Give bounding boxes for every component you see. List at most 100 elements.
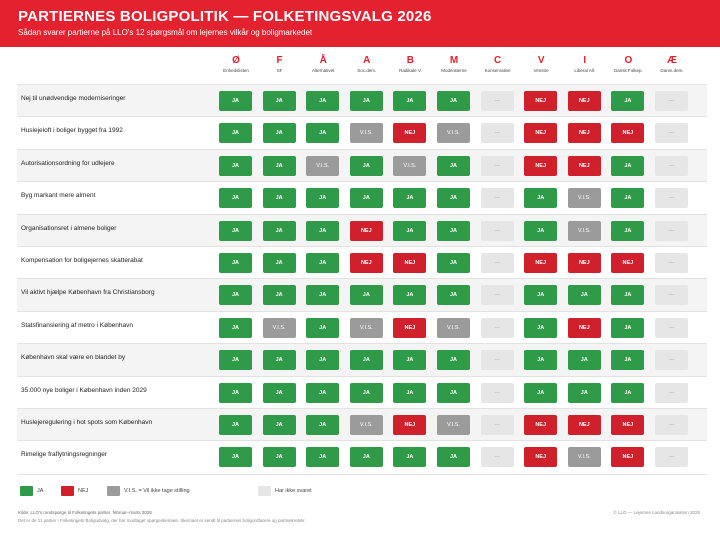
party-header-5: M Moderaterne [432,55,476,73]
answer-cell-ja: JA [306,447,340,468]
answer-cell-ja: JA [349,350,383,371]
answer-cell-ja: JA [611,91,645,111]
answer-cell-vis: V.I.S. [567,447,601,468]
answer-cell-vis: V.I.S. [306,155,340,176]
party-letter: V [537,55,545,66]
answer-cell-ja: JA [393,382,427,403]
table-row: Vil aktivt hjælpe København fra Christia… [17,278,707,312]
answer-cell-ja: JA [611,155,645,176]
answer-cell-nej: NEJ [611,447,645,468]
answer-cell-vis: V.I.S. [262,317,296,338]
answer-cell-nej: NEJ [393,415,427,435]
answer-cell-ja: JA [219,415,252,435]
table-row: Autorisationsordning for udlejere JA JA V.I… [17,148,707,182]
answer-cell-nej: NEJ [349,220,383,241]
answer-cell-ja: JA [393,188,427,209]
answer-cell-ja: JA [219,285,252,306]
answer-cell-none: — [480,155,514,176]
legend-swatch-nej [61,486,74,496]
page-subtitle: Sådan svarer partierne på LLO's 12 spørg… [18,28,313,37]
legend: JA NEJ V.I.S. = Vil ikke tage stilling H… [20,486,710,498]
legend-label-none: Har ikke svaret [275,488,312,494]
answer-cell-ja: JA [306,382,340,403]
party-header-8: I Liberal All. [563,55,607,73]
answer-cell-ja: JA [349,188,383,209]
answer-cell-ja: JA [437,253,470,273]
legend-label-nej: NEJ [78,488,89,494]
answer-cell-vis: V.I.S. [437,415,470,435]
answer-cell-ja: JA [437,188,470,209]
party-letter: C [493,55,502,66]
answer-cell-ja: JA [262,253,296,273]
answer-cell-none: — [655,447,688,468]
answer-cell-none: — [480,188,514,209]
table-row: Kompensation for boligejernes skatteraba… [17,246,707,279]
answer-cell-ja: JA [306,188,340,209]
answer-cell-ja: JA [219,447,252,468]
answer-cell-none: — [480,91,514,111]
party-header-2: Å Alternativet [301,55,345,73]
answer-cell-nej: NEJ [393,123,427,144]
answer-cell-ja: JA [524,285,558,306]
party-letter: F [276,55,283,66]
answer-cell-ja: JA [262,155,296,176]
answer-cell-ja: JA [219,317,252,338]
answer-cell-ja: JA [393,350,427,371]
answer-cell-ja: JA [219,91,252,111]
answer-cell-none: — [655,220,688,241]
answer-cell-none: — [655,91,688,111]
answer-cell-none: — [655,382,688,403]
answer-cell-ja: JA [219,350,252,371]
answer-cell-vis: V.I.S. [349,415,383,435]
question-label: Byg markant mere alment [21,192,96,200]
legend-swatch-none [258,486,271,496]
answer-cell-nej: NEJ [567,123,601,144]
table-row: Statsfinansiering af metro i København JA… [17,310,707,344]
answer-cell-none: — [480,285,514,306]
answer-cell-nej: NEJ [567,317,601,338]
party-name: Alternativet [311,68,335,73]
table-row: 35.000 nye boliger i København inden 202… [17,375,707,409]
legend-swatch-vis [107,486,120,496]
footer-note: Det er de 11 partier i Folketingets Boli… [18,518,306,523]
party-name: Moderaterne [441,68,467,73]
table-row: Huslejeloft i boliger bygget fra 1992 JA J… [17,116,707,149]
answer-cell-ja: JA [437,91,470,111]
answer-cell-none: — [655,317,688,338]
answer-cell-ja: JA [306,91,340,111]
party-name: Enhedslisten [223,68,249,73]
table-row: Byg markant mere alment JA JA JA JA JA JA — JA V.… [17,181,707,214]
answer-cell-ja: JA [611,220,645,241]
party-header-4: B Radikale V. [388,55,432,73]
answer-cell-ja: JA [349,285,383,306]
answer-cell-ja: JA [262,415,296,435]
answer-cell-ja: JA [393,447,427,468]
legend-label-ja: JA [37,488,44,494]
party-letter: Å [319,55,327,66]
party-letter: B [406,55,414,66]
answer-cell-nej: NEJ [524,155,558,176]
party-header-6: C Konservative [476,55,520,73]
party-letter: I [583,55,587,66]
answer-cell-ja: JA [393,91,427,111]
answer-cell-ja: JA [437,220,470,241]
answer-cell-ja: JA [349,447,383,468]
answer-cell-vis: V.I.S. [393,155,427,176]
answer-cell-ja: JA [611,188,645,209]
answer-cell-nej: NEJ [567,155,601,176]
answer-cell-ja: JA [611,285,645,306]
answer-cell-none: — [655,253,688,273]
table-divider [17,474,707,475]
answer-cell-none: — [655,188,688,209]
question-label: Huslejeloft i boliger bygget fra 1992 [21,127,123,135]
answer-cell-ja: JA [611,317,645,338]
table-row: Rimelige fraflytningsregninger JA JA JA JA JA… [17,440,707,473]
answer-cell-vis: V.I.S. [437,317,470,338]
answer-cell-ja: JA [306,317,340,338]
party-header-10: Æ Danm.dem. [650,55,694,73]
answer-cell-none: — [480,447,514,468]
question-label: Kompensation for boligejernes skatteraba… [21,257,143,264]
answer-cell-ja: JA [524,220,558,241]
question-label: Autorisationsordning for udlejere [21,159,115,167]
answer-cell-none: — [480,253,514,273]
